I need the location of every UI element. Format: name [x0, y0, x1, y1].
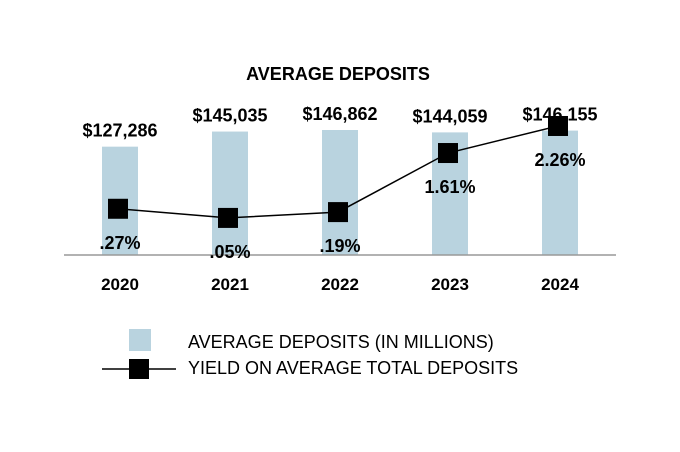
bar-2022	[322, 130, 358, 255]
yield-marker-2024	[548, 115, 568, 136]
yield-label-2021: .05%	[209, 242, 250, 262]
bar-value-label-2020: $127,286	[82, 121, 157, 141]
x-tick-2021: 2021	[211, 275, 249, 294]
x-tick-2022: 2022	[321, 275, 359, 294]
bar-value-label-2024: $146,155	[522, 105, 597, 125]
x-tick-2020: 2020	[101, 275, 139, 294]
bar-2024	[542, 130, 578, 255]
bar-2021	[212, 131, 248, 255]
bar-value-label-2022: $146,862	[302, 104, 377, 124]
yield-marker-2022	[328, 202, 348, 223]
legend-bar-swatch	[129, 329, 151, 351]
yield-marker-2020	[108, 198, 128, 219]
chart-title: AVERAGE DEPOSITS	[246, 64, 430, 84]
bar-value-label-2023: $144,059	[412, 106, 487, 126]
x-tick-2023: 2023	[431, 275, 469, 294]
yield-label-2024: 2.26%	[534, 150, 585, 170]
legend-line-marker	[129, 359, 149, 379]
yield-marker-2021	[218, 207, 238, 228]
yield-label-2023: 1.61%	[424, 177, 475, 197]
legend: AVERAGE DEPOSITS (IN MILLIONS) YIELD ON …	[102, 329, 518, 379]
legend-line-label: YIELD ON AVERAGE TOTAL DEPOSITS	[188, 358, 518, 378]
legend-bar-label: AVERAGE DEPOSITS (IN MILLIONS)	[188, 332, 494, 352]
x-tick-2024: 2024	[541, 275, 579, 294]
yield-label-2022: .19%	[319, 236, 360, 256]
yield-label-2020: .27%	[99, 233, 140, 253]
yield-marker-2023	[438, 143, 458, 164]
bar-value-label-2021: $145,035	[192, 106, 267, 126]
